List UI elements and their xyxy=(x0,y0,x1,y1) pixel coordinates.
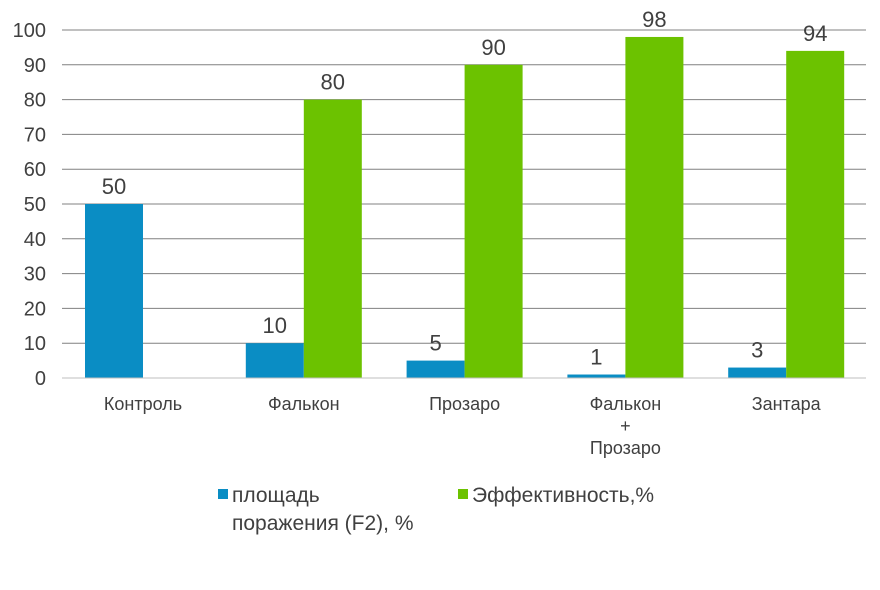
data-label: 1 xyxy=(590,345,602,370)
y-tick-label: 10 xyxy=(24,333,46,355)
x-tick-label: Контроль xyxy=(104,394,182,414)
bar xyxy=(567,374,626,378)
bars xyxy=(85,36,845,379)
bar-chart: 0 10 20 30 40 50 60 70 80 90 100 50 10 5 1 3 80 90 98 94 К… xyxy=(13,7,866,458)
data-label: 50 xyxy=(102,174,126,199)
data-label: 3 xyxy=(751,338,763,363)
legend-label-efficiency: Эффективность,% xyxy=(472,484,655,507)
bar xyxy=(245,343,304,378)
y-tick-label: 30 xyxy=(24,264,46,286)
x-axis-ticks: Контроль Фалькон Прозаро Фалькон + Прозаро Зан… xyxy=(104,394,822,458)
data-label: 10 xyxy=(263,313,287,338)
x-tick-label: Фалькон xyxy=(268,394,340,414)
y-tick-label: 0 xyxy=(35,368,46,390)
legend: площадь поражения (F2), % Эффективность,… xyxy=(0,482,880,542)
y-tick-label: 20 xyxy=(24,298,46,320)
legend-swatch-blue xyxy=(218,489,228,499)
data-label: 94 xyxy=(803,21,827,46)
bar xyxy=(464,64,523,379)
x-tick-label: Зантара xyxy=(752,394,822,414)
y-tick-label: 50 xyxy=(24,194,46,216)
data-label: 5 xyxy=(429,331,441,356)
bar xyxy=(625,36,684,379)
data-label: 80 xyxy=(321,70,345,95)
legend-item-efficiency: Эффективность,% xyxy=(458,482,654,510)
bar xyxy=(303,99,362,378)
data-label: 98 xyxy=(642,7,666,32)
bar xyxy=(85,204,143,378)
x-tick-label: Прозаро xyxy=(429,394,500,414)
data-labels: 50 10 5 1 3 80 90 98 94 xyxy=(102,7,828,370)
y-axis-ticks: 0 10 20 30 40 50 60 70 80 90 100 xyxy=(13,20,46,390)
bar xyxy=(406,360,465,378)
bar xyxy=(786,50,845,378)
y-tick-label: 40 xyxy=(24,229,46,251)
bar xyxy=(728,367,787,378)
gridlines xyxy=(62,29,866,344)
y-tick-label: 70 xyxy=(24,124,46,146)
y-tick-label: 60 xyxy=(24,159,46,181)
legend-swatch-green xyxy=(458,489,468,499)
y-tick-label: 90 xyxy=(24,55,46,77)
y-tick-label: 100 xyxy=(13,20,46,42)
legend-label-lesion-area: площадь поражения (F2), % xyxy=(232,484,414,535)
y-tick-label: 80 xyxy=(24,90,46,112)
x-tick-label: Фалькон + Прозаро xyxy=(590,394,662,458)
legend-item-lesion-area: площадь поражения (F2), % xyxy=(218,482,414,538)
data-label: 90 xyxy=(481,35,505,60)
